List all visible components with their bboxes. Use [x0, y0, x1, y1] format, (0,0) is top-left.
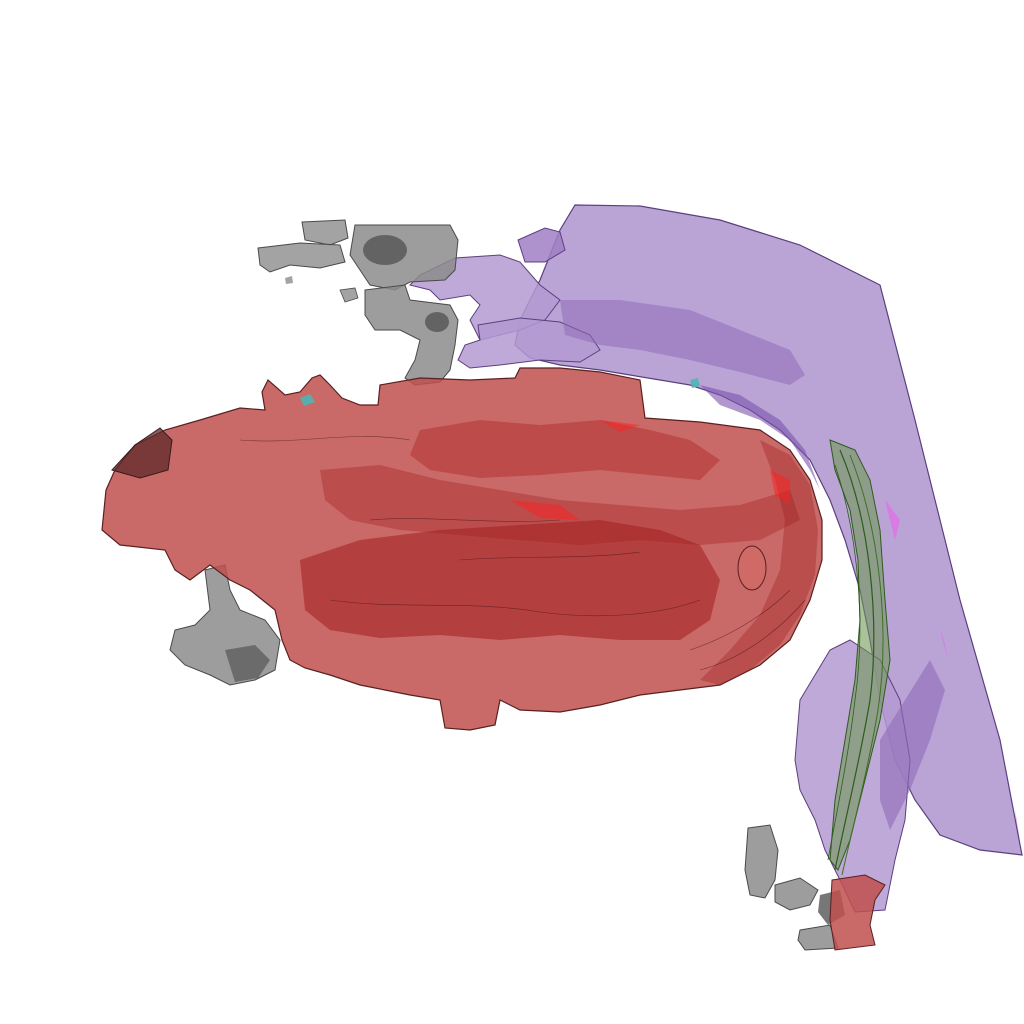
gray-block-dark-spot [363, 235, 407, 265]
gray-small-fleck-1 [339, 287, 359, 303]
red-bottom-piece [829, 874, 886, 951]
gray-small-fleck-2 [285, 276, 293, 284]
gray-mid-column [364, 284, 459, 386]
gray-bottom-right-2 [774, 877, 819, 911]
gray-mid-dark-spot [425, 312, 449, 332]
red-inner-core [300, 520, 720, 640]
surface-contours [239, 436, 806, 671]
green-strand-line-2 [841, 454, 884, 876]
gray-bottom-right-1 [744, 824, 779, 899]
gray-left-piece [257, 242, 346, 273]
red-highlight-streaks [510, 420, 790, 520]
red-mass-hole [737, 545, 767, 591]
purple-curve-shadow [700, 385, 820, 490]
gray-left-lower-shadow [225, 645, 270, 682]
green-structure [827, 439, 891, 876]
gray-structure [169, 219, 845, 951]
purple-lower-shadow [880, 660, 945, 830]
gray-top-piece [301, 219, 349, 246]
gray-bottom-right-3 [797, 924, 839, 951]
red-inner-upper [410, 420, 720, 480]
purple-tendril-top [517, 227, 566, 263]
red-left-dark-tip [111, 427, 173, 479]
green-strand-line-1 [834, 449, 875, 871]
green-strand-line-3 [827, 464, 861, 861]
red-structure [101, 367, 886, 951]
purple-inner-band [560, 300, 805, 385]
